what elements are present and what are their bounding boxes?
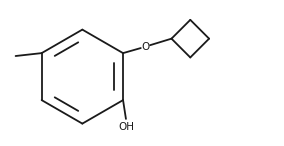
- Text: O: O: [141, 42, 150, 52]
- Text: OH: OH: [118, 122, 134, 132]
